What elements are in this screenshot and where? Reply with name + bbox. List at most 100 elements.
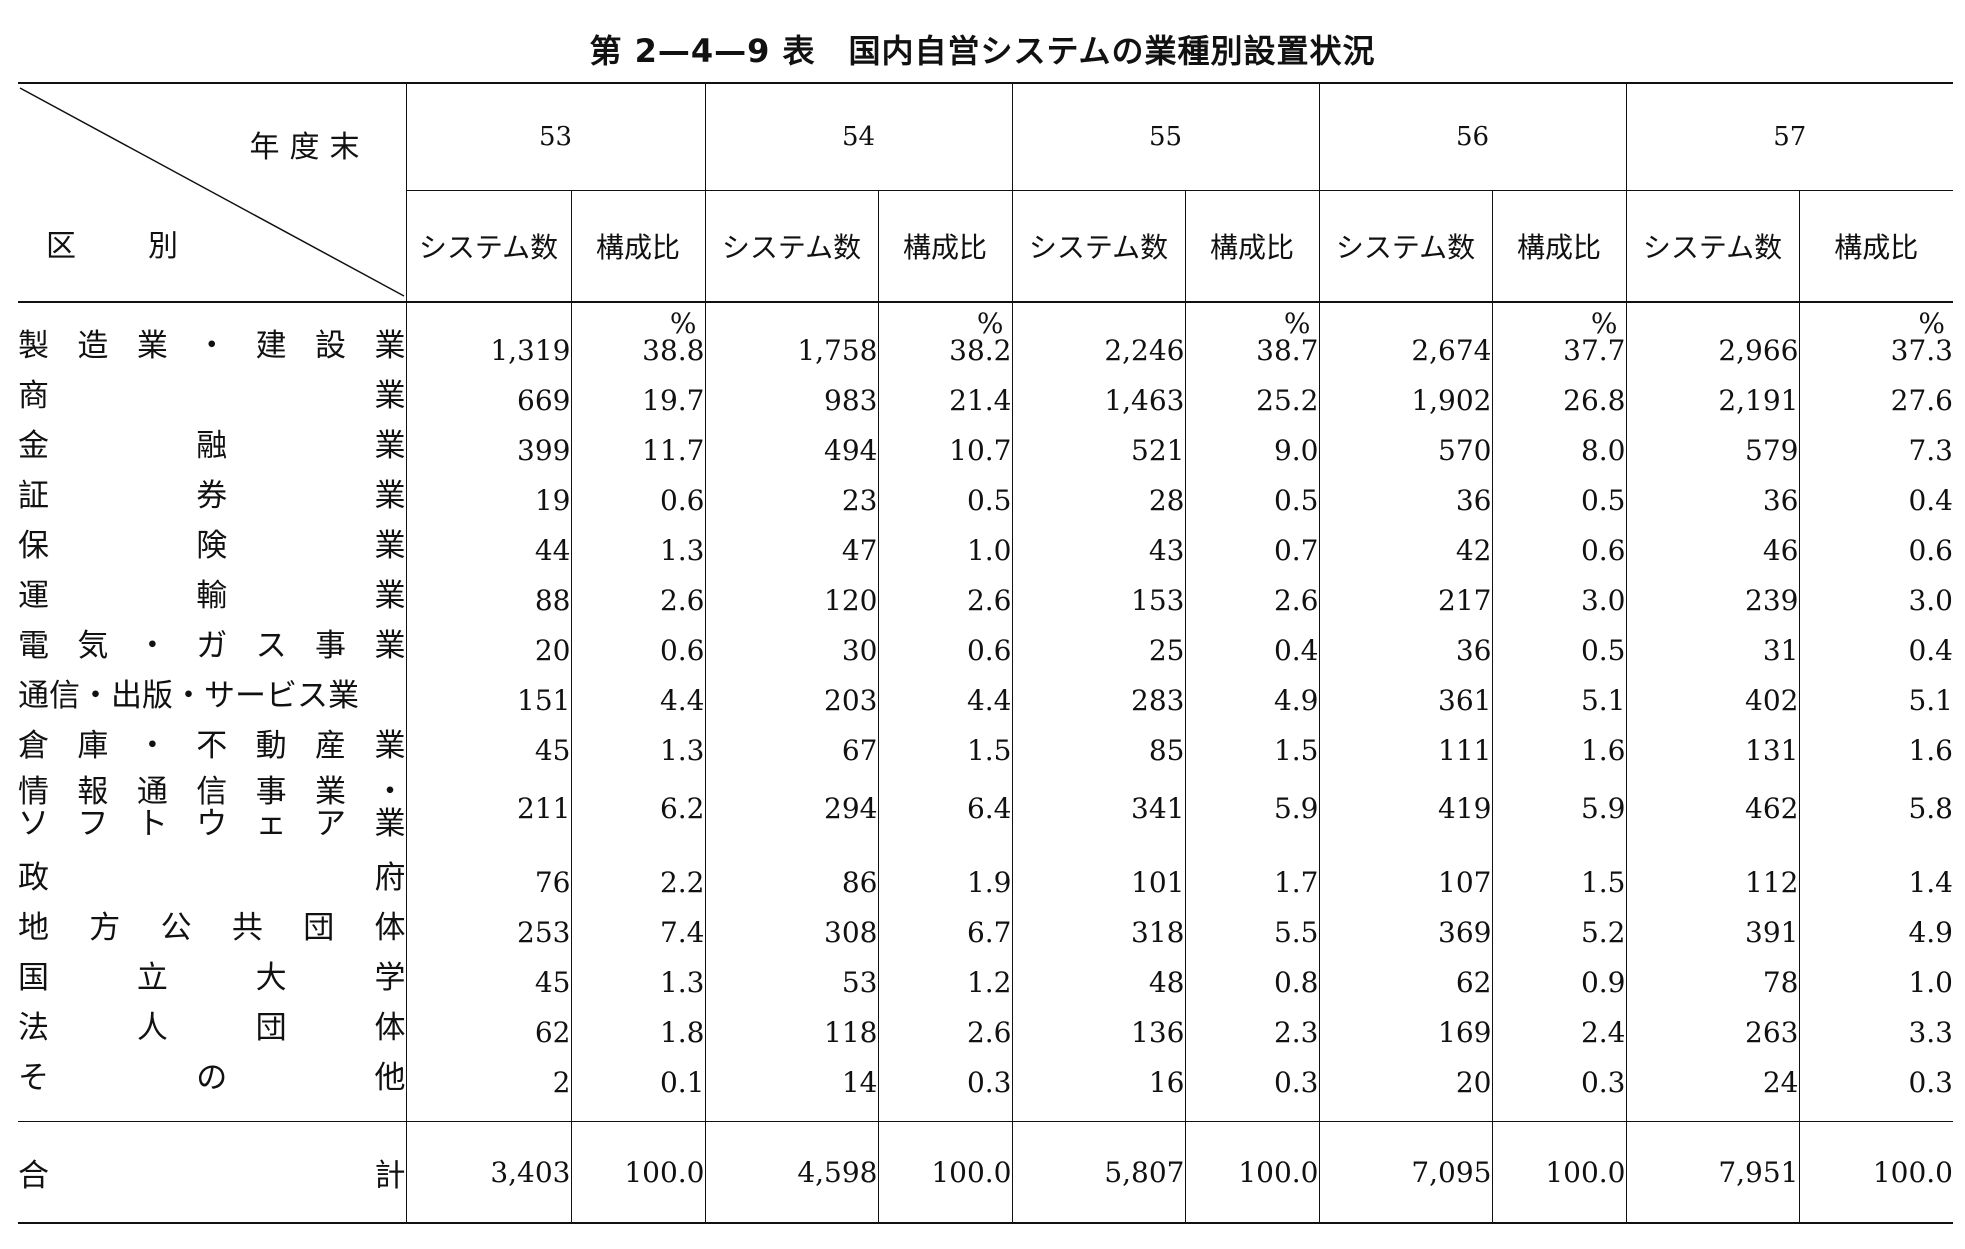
ratio-cell: 11.7 [571, 417, 706, 467]
year-header-54: 54 [705, 83, 1013, 191]
total-count-cell: 4,598 [705, 1121, 879, 1223]
count-cell: 88 [406, 567, 572, 617]
ratio-cell: 0.4 [1185, 617, 1320, 667]
ratio-cell: 1.3 [571, 517, 706, 567]
ratio-cell: 0.9 [1492, 949, 1627, 999]
count-cell: 318 [1012, 899, 1186, 949]
corner-header-cell: 年度末 区別 [18, 83, 407, 303]
table-row: 地方公共団体 253 7.4 308 6.7 318 5.5 369 5.2 391 4.9 [18, 899, 1953, 949]
col-system-count-55: システム数 [1012, 190, 1186, 302]
table-row: 運輸業 88 2.6 120 2.6 153 2.6 217 3.0 239 3.0 [18, 567, 1953, 617]
category-label: 区別 [46, 229, 178, 264]
count-cell: 101 [1012, 849, 1186, 899]
col-system-count-56: システム数 [1319, 190, 1493, 302]
count-cell: 112 [1626, 849, 1800, 899]
count-cell: 2 [406, 1049, 572, 1122]
ratio-cell: 3.0 [1492, 567, 1627, 617]
row-label: 証券業 [18, 467, 407, 517]
count-cell: 42 [1319, 517, 1493, 567]
ratio-cell: 4.9 [1185, 667, 1320, 717]
total-count-cell: 7,095 [1319, 1121, 1493, 1223]
count-cell: 47 [705, 517, 879, 567]
table-row: 金融業 399 11.7 494 10.7 521 9.0 570 8.0 579 7.3 [18, 417, 1953, 467]
count-cell: 44 [406, 517, 572, 567]
ratio-cell: 1.3 [571, 949, 706, 999]
count-cell: 211 [406, 767, 572, 849]
ratio-cell: 0.4 [1908, 634, 1953, 667]
count-cell: 16 [1012, 1049, 1186, 1122]
percent-unit: % [1590, 307, 1618, 340]
year-header-55: 55 [1012, 83, 1320, 191]
ratio-cell: 6.7 [878, 899, 1013, 949]
count-cell: 361 [1319, 667, 1493, 717]
col-ratio-53: 構成比 [571, 190, 706, 302]
row-label: 製造業・建設業 [18, 302, 407, 367]
data-table: 年度末 区別 53 54 55 56 57 システム数 構成比 システム数 構成比 シス… [18, 82, 1953, 1224]
count-cell: 67 [705, 717, 879, 767]
percent-unit: % [1283, 307, 1311, 340]
ratio-cell: 1.5 [1185, 717, 1320, 767]
year-header-57: 57 [1773, 122, 1807, 152]
count-cell: 20 [406, 617, 572, 667]
table-row: 製造業・建設業 1,319 38.8% 1,758 38.2% 2,246 38.7% 2,6… [18, 302, 1953, 367]
ratio-cell: 1.9 [878, 849, 1013, 899]
count-cell: 391 [1626, 899, 1800, 949]
row-label: 通信・出版・サービス業 [18, 667, 407, 717]
ratio-cell: 4.4 [571, 667, 706, 717]
ratio-cell: 5.9 [1492, 767, 1627, 849]
ratio-cell: 0.6 [1908, 534, 1953, 567]
ratio-cell: 21.4 [878, 367, 1013, 417]
ratio-cell: 8.0 [1492, 417, 1627, 467]
ratio-cell: 7.4 [571, 899, 706, 949]
table-row: 政府 76 2.2 86 1.9 101 1.7 107 1.5 112 1.4 [18, 849, 1953, 899]
ratio-cell: 4.9 [1908, 916, 1953, 949]
ratio-cell: 0.5 [878, 467, 1013, 517]
count-cell: 45 [406, 717, 572, 767]
year-end-label: 年度末 [249, 130, 370, 165]
table-row: 商業 669 19.7 983 21.4 1,463 25.2 1,902 26.8 2,191 2… [18, 367, 1953, 417]
ratio-cell: 1.4 [1908, 866, 1953, 899]
count-cell: 19 [406, 467, 572, 517]
ratio-cell: 0.3 [1908, 1066, 1953, 1099]
ratio-cell: 0.1 [571, 1049, 706, 1122]
ratio-cell: 2.6 [1185, 567, 1320, 617]
count-cell: 1,319 [406, 302, 572, 367]
ratio-cell: 0.5 [1492, 617, 1627, 667]
ratio-cell: 0.8 [1185, 949, 1320, 999]
diagonal-line [19, 87, 405, 297]
count-cell: 153 [1012, 567, 1186, 617]
total-ratio-cell: 100.0 [1185, 1121, 1320, 1223]
row-label: その他 [18, 1049, 407, 1122]
total-ratio-cell: 100.0 [1799, 1121, 1953, 1223]
ratio-cell: 0.3 [878, 1049, 1013, 1122]
ratio-cell: 0.5 [1185, 467, 1320, 517]
count-cell: 118 [705, 999, 879, 1049]
count-cell: 120 [705, 567, 879, 617]
count-cell: 36 [1319, 467, 1493, 517]
count-cell: 2,966 [1626, 302, 1800, 367]
total-label: 合計 [18, 1121, 407, 1223]
ratio-cell: 27.6 [1890, 384, 1953, 417]
count-cell: 2,191 [1626, 367, 1800, 417]
col-ratio-57: 構成比 [1799, 190, 1953, 302]
table-row: 保険業 44 1.3 47 1.0 43 0.7 42 0.6 46 0.6 [18, 517, 1953, 567]
count-cell: 20 [1319, 1049, 1493, 1122]
count-cell: 85 [1012, 717, 1186, 767]
row-label: 金融業 [18, 417, 407, 467]
count-cell: 253 [406, 899, 572, 949]
year-header-56: 56 [1319, 83, 1627, 191]
count-cell: 2,674 [1319, 302, 1493, 367]
count-cell: 31 [1626, 617, 1800, 667]
count-cell: 107 [1319, 849, 1493, 899]
percent-unit: % [976, 307, 1004, 340]
ratio-cell: 38.7% [1185, 302, 1320, 367]
row-label: 運輸業 [18, 567, 407, 617]
count-cell: 239 [1626, 567, 1800, 617]
ratio-cell: 4.4 [878, 667, 1013, 717]
ratio-cell: 37.7% [1492, 302, 1627, 367]
ratio-cell: 2.6 [878, 567, 1013, 617]
ratio-cell: 1.6 [1492, 717, 1627, 767]
count-cell: 25 [1012, 617, 1186, 667]
ratio-cell: 5.2 [1492, 899, 1627, 949]
table-row: その他 2 0.1 14 0.3 16 0.3 20 0.3 24 0.3 [18, 1049, 1953, 1122]
